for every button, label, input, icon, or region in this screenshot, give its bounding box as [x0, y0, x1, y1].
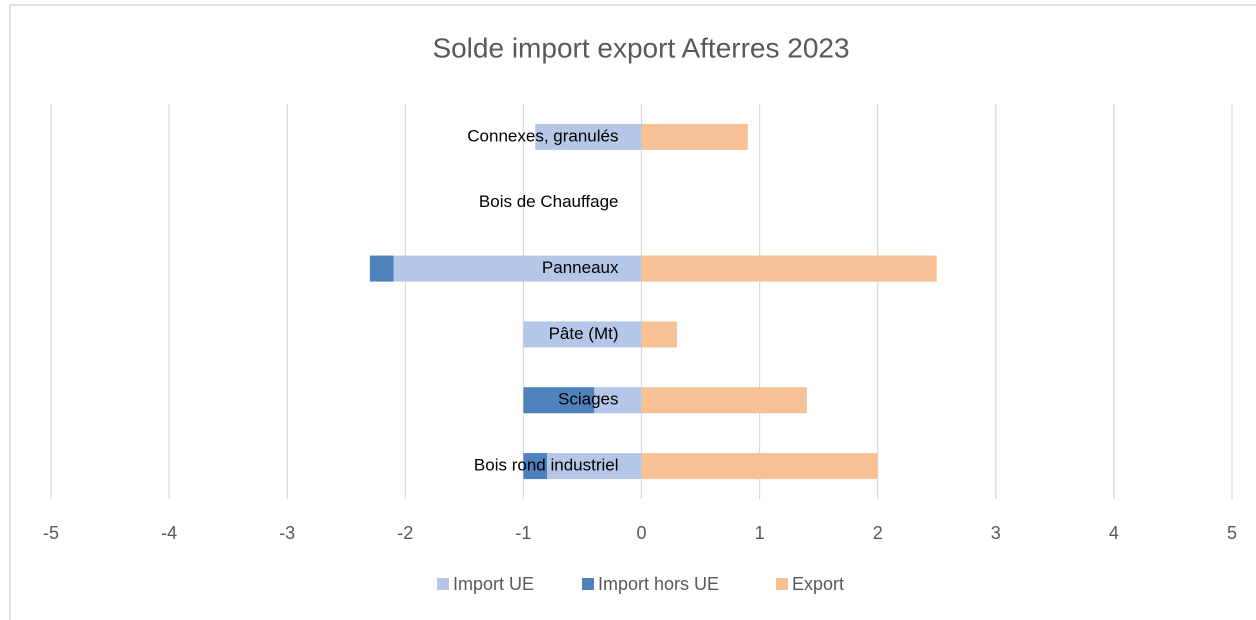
x-tick-label: -2: [397, 523, 413, 543]
bar: [641, 321, 677, 348]
category-label: Connexes, granulés: [467, 126, 618, 145]
x-tick-label: -3: [279, 523, 295, 543]
legend-label: Import hors UE: [598, 574, 719, 594]
x-tick-label: -1: [515, 523, 531, 543]
x-tick-label: 3: [991, 523, 1001, 543]
bar: [369, 255, 394, 282]
bar: [393, 255, 642, 282]
category-label: Bois rond industriel: [474, 456, 619, 475]
category-label: Sciages: [558, 390, 618, 409]
legend-label: Import UE: [453, 574, 534, 594]
category-label: Panneaux: [542, 258, 619, 277]
bar: [535, 123, 642, 150]
legend-swatch: [437, 578, 449, 590]
bar: [523, 453, 548, 480]
chart-title: Solde import export Afterres 2023: [432, 32, 849, 63]
bar: [523, 387, 595, 414]
legend-swatch: [776, 578, 788, 590]
legend-swatch: [582, 578, 594, 590]
bar: [641, 123, 748, 150]
x-tick-label: 4: [1109, 523, 1119, 543]
category-label: Pâte (Mt): [549, 324, 619, 343]
x-tick-label: 1: [755, 523, 765, 543]
x-tick-label: 2: [873, 523, 883, 543]
bar: [641, 255, 937, 282]
category-label: Bois de Chauffage: [479, 192, 619, 211]
x-tick-label: 0: [636, 523, 646, 543]
x-tick-label: 5: [1227, 523, 1237, 543]
bar: [594, 387, 642, 414]
legend-label: Export: [792, 574, 844, 594]
bar: [641, 453, 878, 480]
x-tick-label: -4: [161, 523, 177, 543]
bar: [523, 321, 642, 348]
x-tick-label: -5: [43, 523, 59, 543]
bar: [547, 453, 642, 480]
chart-frame: [9, 4, 1256, 620]
bar: [641, 387, 807, 414]
